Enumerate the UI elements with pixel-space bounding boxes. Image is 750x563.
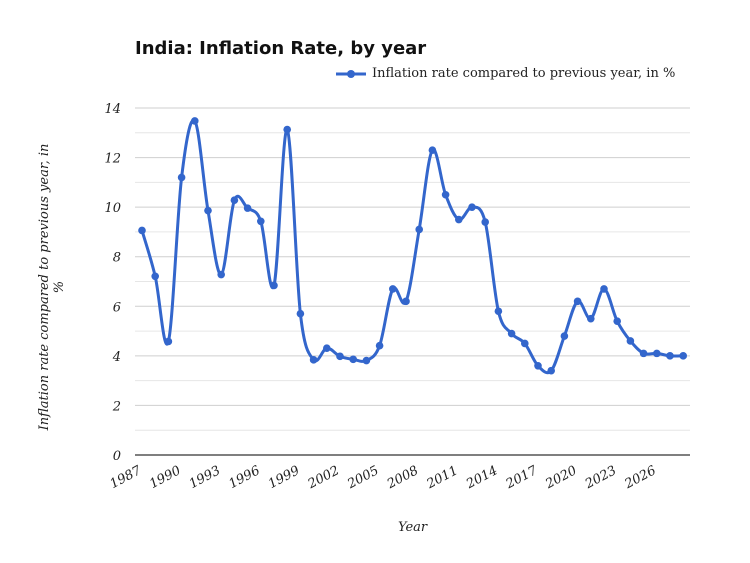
x-tick-label: 2026 [622, 463, 659, 492]
data-point [626, 337, 635, 345]
y-tick-label: 4 [112, 350, 121, 365]
data-point [587, 314, 595, 323]
data-point [481, 218, 490, 226]
data-point [243, 204, 252, 212]
data-point [402, 297, 410, 306]
x-tick-label: 1999 [266, 463, 302, 492]
x-tick-label: 1993 [187, 463, 223, 492]
x-tick-label: 2023 [582, 463, 619, 492]
x-tick-label: 1990 [147, 463, 183, 492]
data-point [415, 225, 424, 234]
y-tick-label: 14 [104, 102, 121, 117]
series-line [140, 118, 684, 375]
x-axis-label: Year [398, 520, 428, 535]
y-tick-label: 6 [113, 300, 121, 315]
data-point [349, 355, 358, 364]
data-point [270, 281, 278, 290]
data-point [230, 196, 239, 205]
data-point [560, 332, 569, 340]
data-point [296, 309, 305, 318]
legend-label: Inflation rate compared to previous year… [372, 66, 676, 81]
x-tick-label: 2017 [503, 463, 541, 493]
data-point [441, 190, 450, 199]
data-point [283, 125, 292, 134]
x-tick-label: 2008 [384, 463, 421, 492]
data-point [455, 215, 463, 224]
data-point [534, 361, 542, 370]
data-point [336, 352, 344, 361]
x-tick-label: 2011 [424, 463, 461, 492]
data-point [362, 356, 371, 365]
data-point [573, 297, 582, 306]
data-point [389, 285, 397, 293]
data-point [666, 352, 674, 360]
data-point [138, 226, 146, 235]
x-tick-label: 2005 [344, 463, 381, 492]
data-point [375, 341, 384, 350]
y-tick-label: 10 [104, 201, 121, 216]
data-point [191, 117, 199, 125]
legend[interactable]: Inflation rate compared to previous year… [336, 66, 675, 81]
y-tick-label: 2 [112, 399, 121, 414]
x-tick-label: 2002 [305, 463, 342, 492]
x-tick-label: 2020 [542, 463, 579, 492]
data-point [257, 217, 265, 226]
data-point [204, 206, 212, 215]
data-point [521, 339, 529, 348]
x-tick-label: 1996 [226, 463, 262, 492]
data-point [428, 146, 437, 154]
data-point [653, 349, 661, 358]
data-point [679, 352, 687, 360]
data-point [217, 270, 225, 279]
legend-marker-icon [336, 69, 366, 78]
chart-title: India: Inflation Rate, by year [135, 38, 427, 59]
data-point [507, 329, 516, 338]
data-point [639, 349, 648, 358]
data-point [164, 337, 173, 346]
data-point [547, 366, 555, 375]
x-tick-label: 2014 [463, 463, 500, 492]
y-tick-label: 0 [113, 449, 121, 464]
y-tick-label: 8 [113, 251, 121, 266]
data-point [468, 203, 476, 211]
y-tick-label: 12 [104, 152, 121, 167]
data-point [151, 272, 159, 281]
data-point [600, 285, 608, 293]
data-point [494, 307, 503, 316]
x-tick-label: 1987 [108, 463, 145, 492]
data-point [323, 344, 331, 352]
data-point [309, 356, 318, 364]
data-point [613, 317, 621, 325]
data-point [177, 173, 186, 182]
